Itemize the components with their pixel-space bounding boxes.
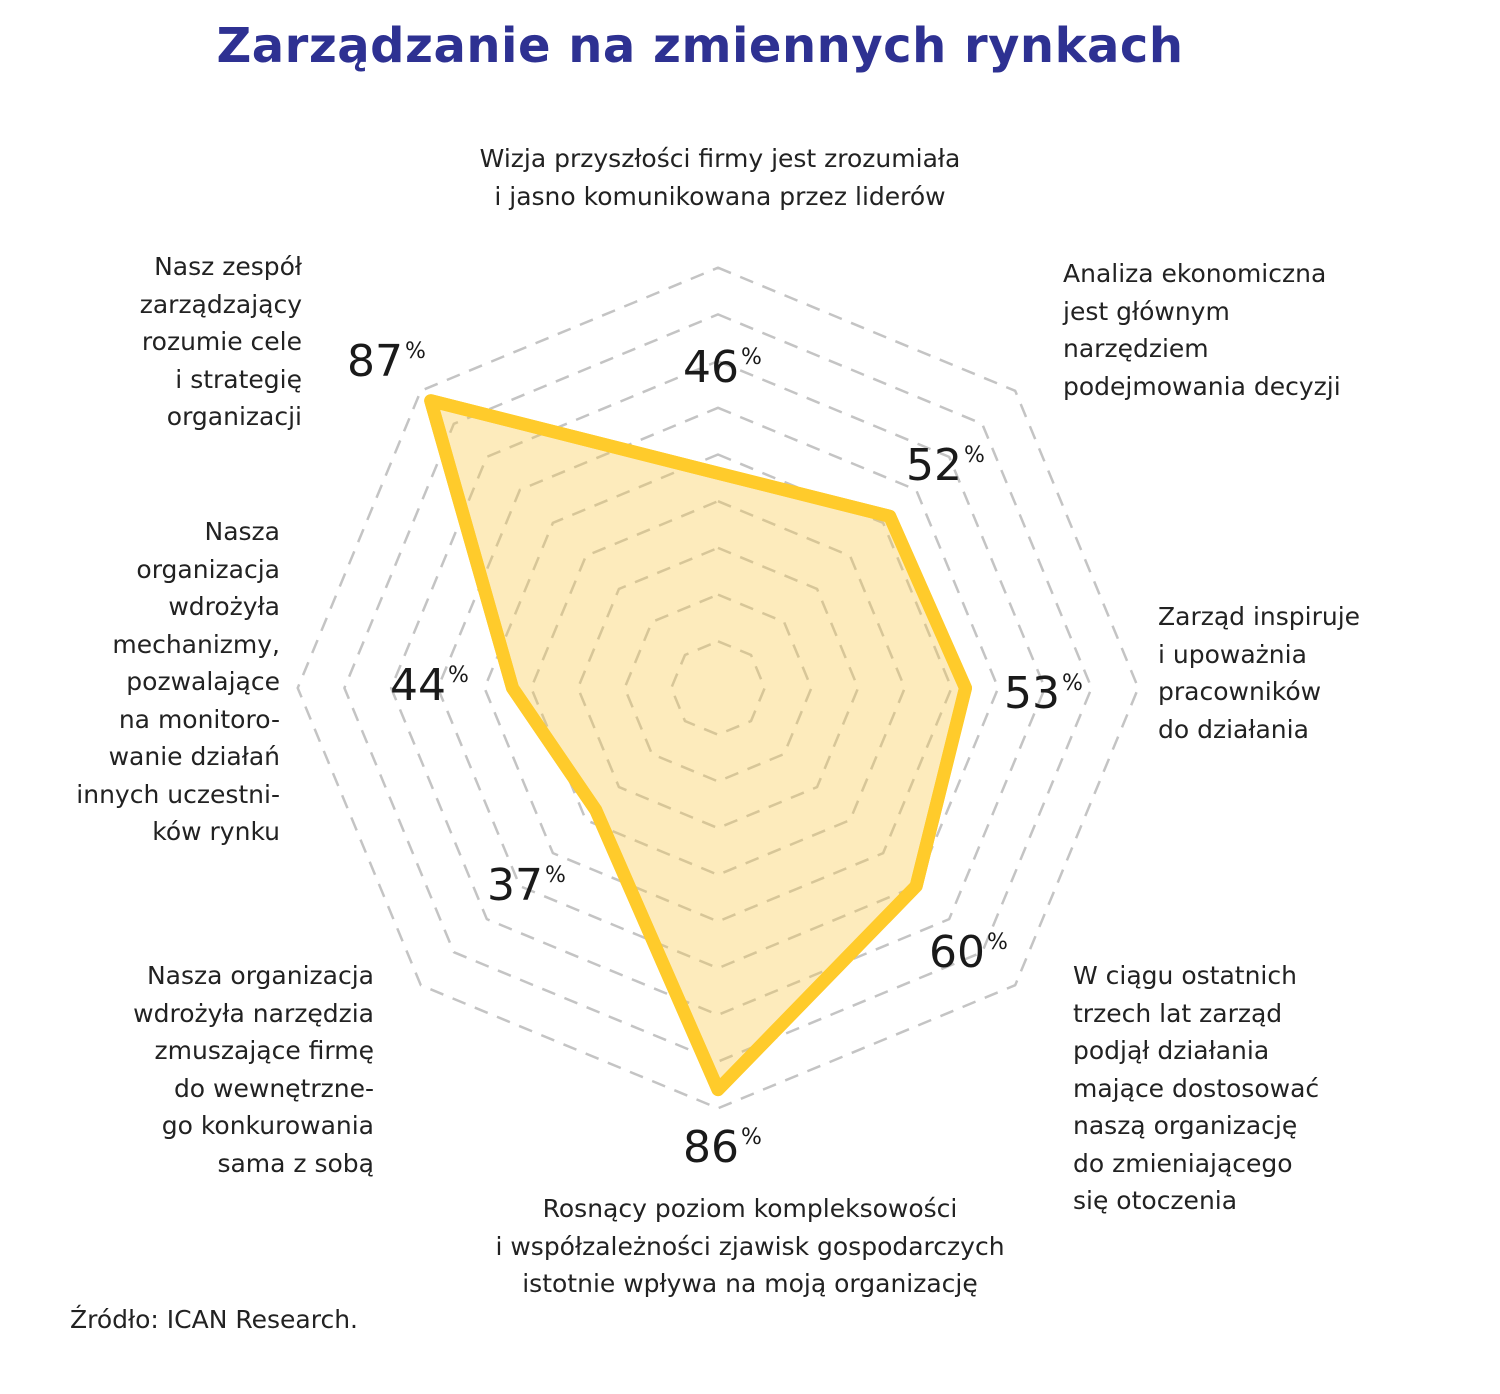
axis-label-top-left: Nasz zespół zarządzający rozumie cele i … <box>139 252 302 431</box>
value-label-top: 46% <box>683 342 762 393</box>
axis-label-bottom: Rosnący poziom kompleksowości i współzal… <box>495 1194 1005 1298</box>
value-label-bottom-left: 37% <box>487 860 566 911</box>
grid-ring-70 <box>389 359 1047 1017</box>
grid-ring-90 <box>296 266 1140 1110</box>
value-label-bottom: 86% <box>683 1122 762 1173</box>
axis-label-bottom-right: W ciągu ostatnich trzech lat zarząd podj… <box>1073 961 1320 1215</box>
value-label-top-left: 87% <box>347 336 426 387</box>
value-label-right: 53% <box>1004 668 1083 719</box>
value-label-left: 44% <box>390 660 469 711</box>
axis-label-bottom-left: Nasza organizacja wdrożyła narzędzia zmu… <box>133 961 374 1178</box>
axis-label-top: Wizja przyszłości firmy jest zrozumiała … <box>479 144 961 211</box>
source-note: Źródło: ICAN Research. <box>70 1305 358 1334</box>
grid-ring-80 <box>343 313 1093 1063</box>
axis-label-left: Nasza organizacja wdrożyła mechanizmy, p… <box>76 517 280 846</box>
axis-label-top-right: Analiza ekonomiczna jest głównym narzędz… <box>1063 259 1341 401</box>
grid-ring-overlay-60 <box>436 406 966 970</box>
value-label-bottom-right: 60% <box>929 927 1008 978</box>
data-series <box>424 394 973 1097</box>
value-label-top-right: 52% <box>906 440 985 491</box>
series-polygon <box>424 394 973 1097</box>
chart-title: Zarządzanie na zmiennych rynkach <box>216 18 1184 74</box>
axis-label-right: Zarząd inspiruje i upoważnia pracowników… <box>1158 602 1361 744</box>
